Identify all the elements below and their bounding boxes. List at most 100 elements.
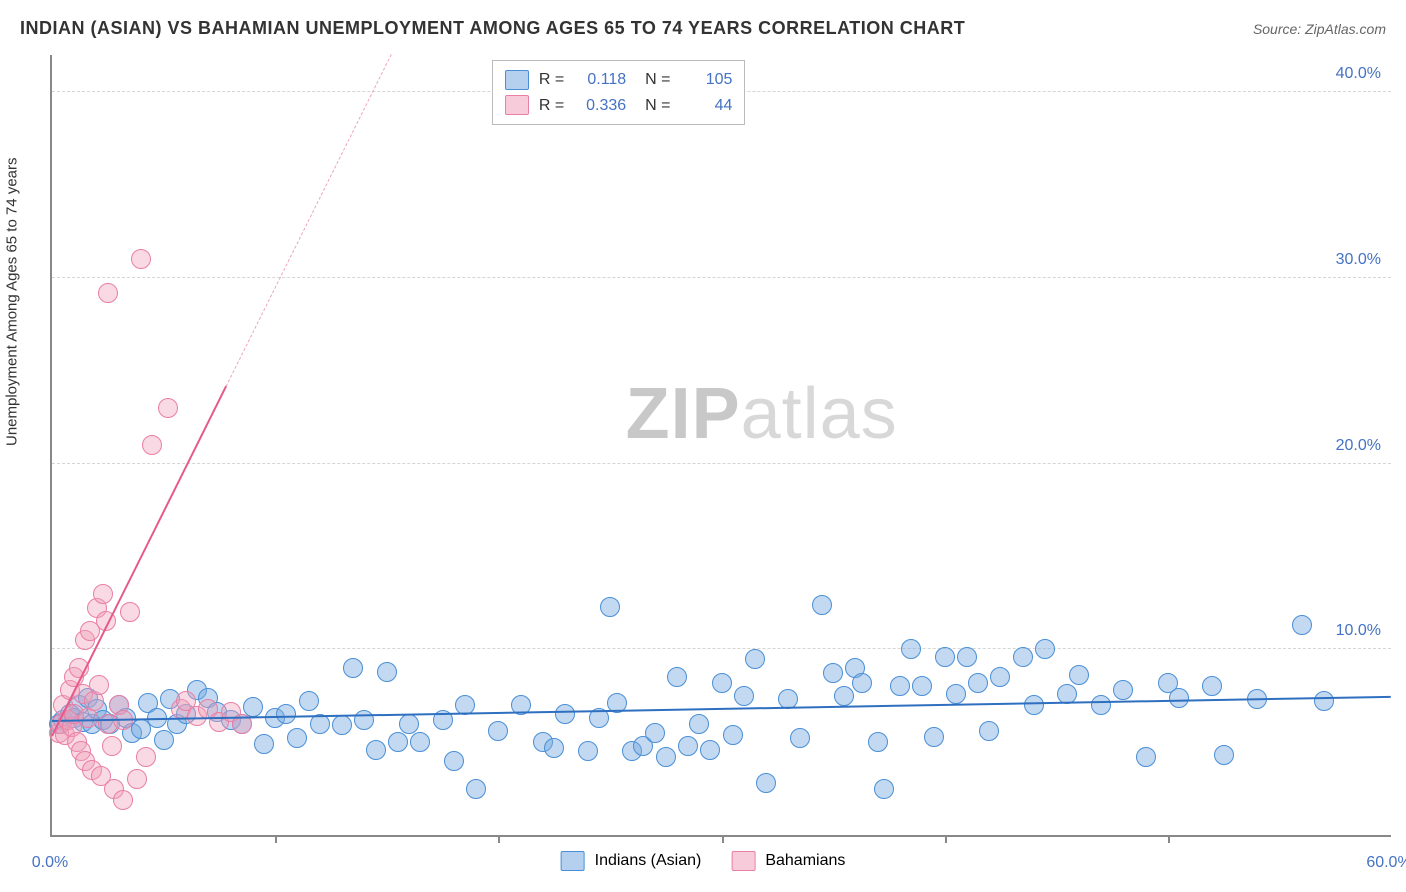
legend-row: R =0.336 N =44 <box>505 93 733 119</box>
scatter-plot: ZIPatlas 10.0%20.0%30.0%40.0% <box>50 55 1391 837</box>
watermark: ZIPatlas <box>626 373 898 455</box>
data-point <box>388 732 408 752</box>
data-point <box>957 647 977 667</box>
data-point <box>1113 680 1133 700</box>
data-point <box>979 721 999 741</box>
data-point <box>656 747 676 767</box>
data-point <box>689 714 709 734</box>
trend-line <box>226 54 392 386</box>
data-point <box>254 734 274 754</box>
data-point <box>84 691 104 711</box>
data-point <box>1169 688 1189 708</box>
data-point <box>354 710 374 730</box>
data-point <box>113 790 133 810</box>
y-tick-label: 10.0% <box>1336 622 1381 640</box>
swatch-icon <box>731 851 755 871</box>
data-point <box>1202 676 1222 696</box>
x-tick-mark <box>498 835 500 843</box>
data-point <box>790 728 810 748</box>
data-point <box>1292 615 1312 635</box>
data-point <box>756 773 776 793</box>
correlation-legend: R =0.118 N =105R =0.336 N =44 <box>492 60 746 125</box>
r-value: 0.118 <box>574 67 626 93</box>
swatch-icon <box>561 851 585 871</box>
data-point <box>600 597 620 617</box>
data-point <box>1013 647 1033 667</box>
data-point <box>912 676 932 696</box>
data-point <box>410 732 430 752</box>
data-point <box>901 639 921 659</box>
data-point <box>745 649 765 669</box>
swatch-icon <box>505 70 529 90</box>
gridline-h <box>52 648 1391 649</box>
data-point <box>968 673 988 693</box>
data-point <box>578 741 598 761</box>
chart-title: INDIAN (ASIAN) VS BAHAMIAN UNEMPLOYMENT … <box>20 18 965 39</box>
data-point <box>852 673 872 693</box>
data-point <box>399 714 419 734</box>
data-point <box>287 728 307 748</box>
data-point <box>1314 691 1334 711</box>
data-point <box>823 663 843 683</box>
data-point <box>158 398 178 418</box>
data-point <box>990 667 1010 687</box>
data-point <box>700 740 720 760</box>
data-point <box>488 721 508 741</box>
data-point <box>1214 745 1234 765</box>
swatch-icon <box>505 95 529 115</box>
gridline-h <box>52 463 1391 464</box>
data-point <box>645 723 665 743</box>
data-point <box>466 779 486 799</box>
data-point <box>1069 665 1089 685</box>
legend-item-indians: Indians (Asian) <box>561 848 702 874</box>
legend-row: R =0.118 N =105 <box>505 67 733 93</box>
data-point <box>1136 747 1156 767</box>
data-point <box>127 769 147 789</box>
gridline-h <box>52 277 1391 278</box>
x-tick-mark <box>945 835 947 843</box>
data-point <box>1024 695 1044 715</box>
data-point <box>377 662 397 682</box>
source-label: Source: ZipAtlas.com <box>1253 21 1386 37</box>
data-point <box>366 740 386 760</box>
data-point <box>120 602 140 622</box>
data-point <box>444 751 464 771</box>
data-point <box>102 736 122 756</box>
data-point <box>890 676 910 696</box>
data-point <box>131 249 151 269</box>
n-value: 44 <box>680 93 732 119</box>
data-point <box>834 686 854 706</box>
data-point <box>723 725 743 745</box>
data-point <box>678 736 698 756</box>
y-axis-title: Unemployment Among Ages 65 to 74 years <box>4 157 21 446</box>
data-point <box>734 686 754 706</box>
data-point <box>946 684 966 704</box>
x-tick-label: 0.0% <box>32 854 68 872</box>
data-point <box>1035 639 1055 659</box>
data-point <box>276 704 296 724</box>
data-point <box>299 691 319 711</box>
legend-item-bahamians: Bahamians <box>731 848 845 874</box>
data-point <box>555 704 575 724</box>
data-point <box>154 730 174 750</box>
title-bar: INDIAN (ASIAN) VS BAHAMIAN UNEMPLOYMENT … <box>20 18 1386 39</box>
data-point <box>93 584 113 604</box>
r-value: 0.336 <box>574 93 626 119</box>
data-point <box>874 779 894 799</box>
x-tick-mark <box>722 835 724 843</box>
data-point <box>136 747 156 767</box>
x-tick-mark <box>275 835 277 843</box>
n-value: 105 <box>680 67 732 93</box>
x-tick-mark <box>1168 835 1170 843</box>
data-point <box>89 675 109 695</box>
data-point <box>712 673 732 693</box>
data-point <box>332 715 352 735</box>
y-tick-label: 30.0% <box>1336 251 1381 269</box>
x-tick-label: 60.0% <box>1366 854 1406 872</box>
data-point <box>544 738 564 758</box>
data-point <box>868 732 888 752</box>
data-point <box>98 283 118 303</box>
data-point <box>924 727 944 747</box>
data-point <box>935 647 955 667</box>
data-point <box>667 667 687 687</box>
